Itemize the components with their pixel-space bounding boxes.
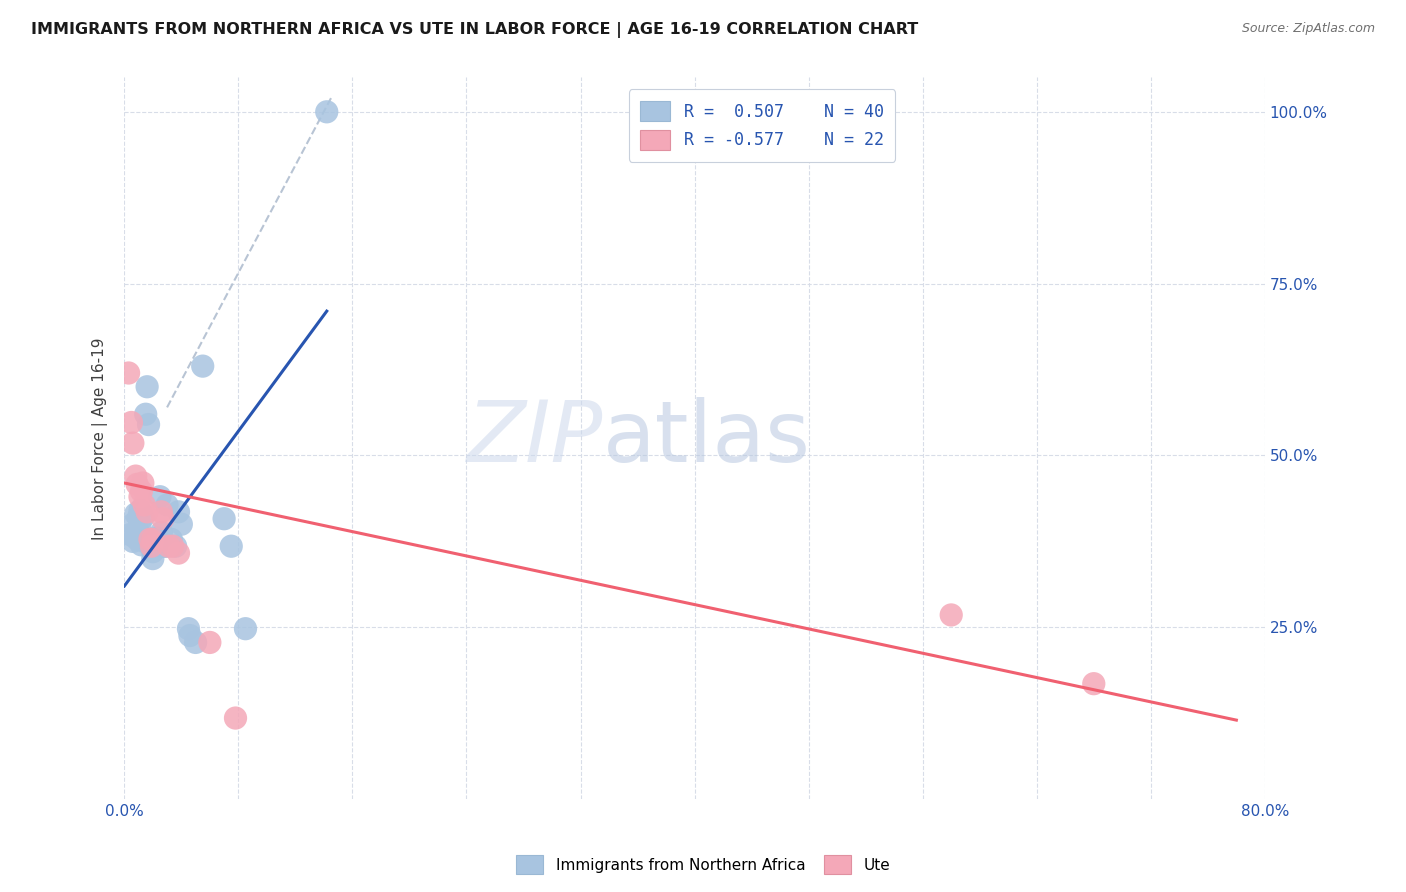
Point	[139, 533, 162, 547]
Point	[141, 539, 163, 553]
Point	[131, 538, 153, 552]
Point	[129, 490, 152, 504]
Point	[152, 512, 174, 526]
Point	[125, 531, 148, 545]
Point	[135, 407, 157, 421]
Point	[134, 498, 156, 512]
Point	[219, 539, 242, 553]
Point	[315, 104, 337, 119]
Point	[131, 484, 153, 499]
Point	[225, 711, 247, 725]
Point	[121, 436, 143, 450]
Point	[125, 507, 148, 521]
Point	[179, 629, 201, 643]
Point	[155, 539, 177, 553]
Point	[184, 635, 207, 649]
Text: IMMIGRANTS FROM NORTHERN AFRICA VS UTE IN LABOR FORCE | AGE 16-19 CORRELATION CH: IMMIGRANTS FROM NORTHERN AFRICA VS UTE I…	[31, 22, 918, 38]
Point	[136, 380, 159, 394]
Point	[127, 477, 149, 491]
Point	[150, 525, 173, 540]
Point	[162, 539, 184, 553]
Point	[131, 531, 153, 545]
Point	[121, 517, 143, 532]
Point	[136, 505, 159, 519]
Point	[146, 531, 169, 545]
Point	[191, 359, 214, 373]
Point	[198, 635, 221, 649]
Point	[128, 533, 150, 547]
Point	[170, 517, 193, 532]
Legend: Immigrants from Northern Africa, Ute: Immigrants from Northern Africa, Ute	[510, 849, 896, 880]
Point	[139, 533, 162, 547]
Point	[132, 510, 155, 524]
Text: Source: ZipAtlas.com: Source: ZipAtlas.com	[1241, 22, 1375, 36]
Point	[121, 534, 143, 549]
Point	[167, 546, 190, 560]
Point	[134, 534, 156, 549]
Text: ZIP: ZIP	[467, 397, 603, 480]
Point	[153, 539, 176, 553]
Point	[156, 498, 179, 512]
Y-axis label: In Labor Force | Age 16-19: In Labor Force | Age 16-19	[93, 337, 108, 540]
Point	[1083, 676, 1105, 690]
Point	[160, 533, 183, 547]
Point	[129, 503, 152, 517]
Point	[150, 505, 173, 519]
Point	[120, 416, 142, 430]
Text: atlas: atlas	[603, 397, 811, 480]
Point	[142, 551, 165, 566]
Point	[143, 538, 166, 552]
Point	[117, 366, 139, 380]
Point	[127, 524, 149, 538]
Point	[125, 469, 148, 483]
Point	[157, 539, 180, 553]
Point	[128, 510, 150, 524]
Point	[167, 505, 190, 519]
Point	[149, 490, 172, 504]
Point	[132, 475, 155, 490]
Point	[138, 417, 160, 432]
Point	[212, 512, 235, 526]
Point	[165, 539, 187, 553]
Point	[235, 622, 257, 636]
Point	[128, 525, 150, 540]
Point	[129, 517, 152, 532]
Point	[118, 527, 141, 541]
Legend: R =  0.507    N = 40, R = -0.577    N = 22: R = 0.507 N = 40, R = -0.577 N = 22	[628, 89, 896, 161]
Point	[142, 545, 165, 559]
Point	[177, 622, 200, 636]
Point	[941, 607, 963, 622]
Point	[142, 533, 165, 547]
